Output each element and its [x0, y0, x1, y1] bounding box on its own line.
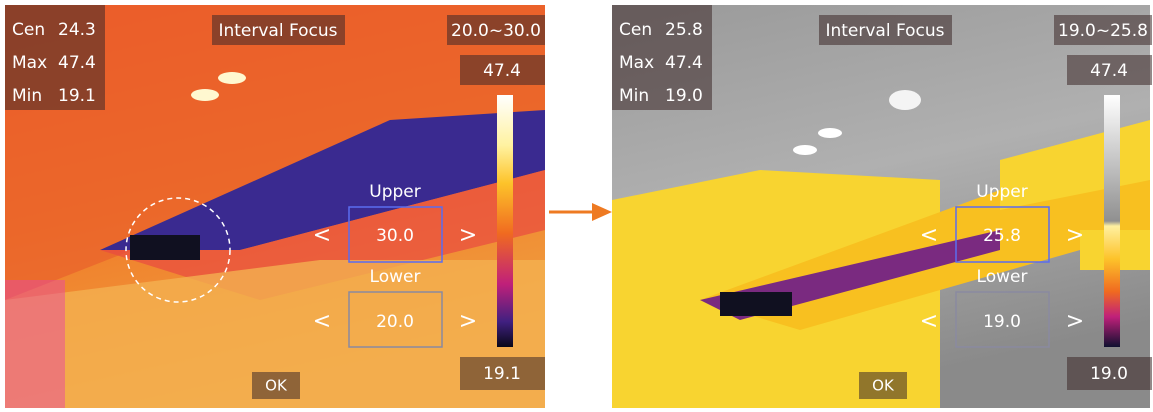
reading-label: Min: [619, 86, 649, 106]
lower-label: Lower: [977, 267, 1028, 287]
lower-box[interactable]: [955, 291, 1050, 348]
range-label: 20.0~30.0: [451, 21, 541, 41]
label-box: [447, 15, 545, 45]
label-box: [460, 55, 545, 85]
mode-label: Interval Focus: [825, 21, 944, 41]
lower-box[interactable]: [348, 291, 443, 348]
lower-value: 19.0: [983, 312, 1021, 332]
mode-label: Interval Focus: [218, 21, 337, 41]
upper-label: Upper: [976, 182, 1027, 202]
reading-label: Min: [12, 86, 42, 106]
next-button[interactable]: >: [459, 223, 477, 248]
color-bar: [497, 95, 513, 347]
upper-label: Upper: [369, 182, 420, 202]
label-box: [1067, 55, 1152, 85]
scale-max: 47.4: [1090, 61, 1128, 81]
reading-value: 19.0: [665, 86, 703, 106]
overlay: Cen 24.3 Max 47.4 Min 19.1 Interval Focus 20.0~…: [5, 5, 545, 399]
reading-label: Max: [12, 53, 47, 73]
scale-min: 19.0: [1090, 364, 1128, 384]
color-bar: [1104, 95, 1120, 347]
reading-label: Cen: [619, 20, 652, 40]
upper-value: 30.0: [376, 226, 414, 246]
scale-min: 19.1: [483, 364, 521, 384]
lower-label: Lower: [370, 267, 421, 287]
scale-max: 47.4: [483, 61, 521, 81]
label-box: [5, 5, 105, 110]
reading-value: 47.4: [665, 53, 703, 73]
thermal-image: [5, 5, 545, 408]
ok-button[interactable]: OK: [265, 377, 288, 395]
label-box: [859, 372, 907, 399]
upper-value: 25.8: [983, 226, 1021, 246]
range-label: 19.0~25.8: [1058, 21, 1148, 41]
next-button[interactable]: >: [1066, 223, 1084, 248]
reading-value: 25.8: [665, 20, 703, 40]
upper-box[interactable]: [955, 206, 1050, 263]
label-box: [612, 5, 712, 110]
reading-value: 24.3: [58, 20, 96, 40]
next-button[interactable]: >: [1066, 309, 1084, 334]
reading-value: 47.4: [58, 53, 96, 73]
arrow: [549, 203, 612, 221]
prev-button[interactable]: <: [313, 223, 331, 248]
lower-value: 20.0: [376, 312, 414, 332]
upper-box[interactable]: [348, 206, 443, 263]
label-box: [252, 372, 300, 399]
reading-label: Cen: [12, 20, 45, 40]
label-box: [1054, 15, 1152, 45]
ok-button[interactable]: OK: [872, 377, 895, 395]
overlay: Cen 25.8 Max 47.4 Min 19.0 Interval Focus 19.0~…: [612, 5, 1152, 399]
prev-button[interactable]: <: [920, 309, 938, 334]
label-box: [1067, 357, 1152, 390]
label-box: [819, 15, 952, 45]
label-box: [212, 15, 345, 45]
reading-value: 19.1: [58, 86, 96, 106]
prev-button[interactable]: <: [920, 223, 938, 248]
next-button[interactable]: >: [459, 309, 477, 334]
prev-button[interactable]: <: [313, 309, 331, 334]
reading-label: Max: [619, 53, 654, 73]
label-box: [460, 357, 545, 390]
